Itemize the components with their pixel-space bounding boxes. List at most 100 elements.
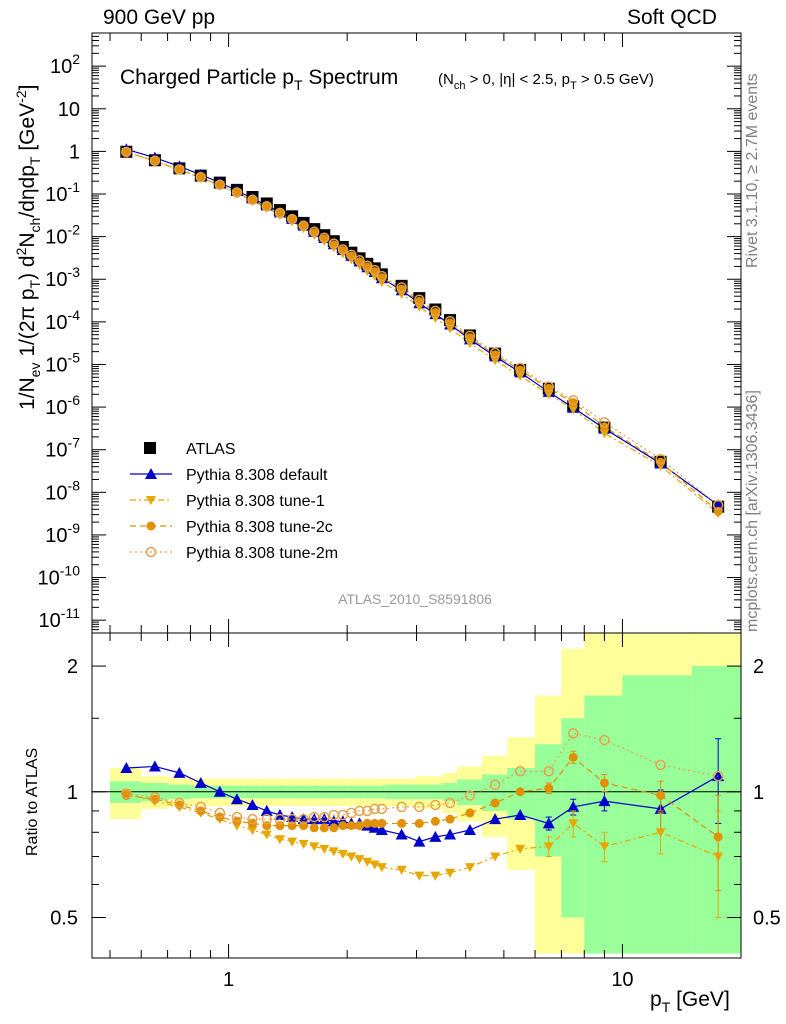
ratio-series-point [194, 776, 207, 788]
main-series-point [174, 164, 185, 175]
ratio-series-point [655, 828, 666, 838]
main-series-point [369, 264, 380, 276]
ratio-series-point [231, 811, 243, 823]
ratio-series-point [274, 835, 285, 845]
main-series-point [214, 179, 226, 191]
main-series-point [376, 270, 388, 282]
ratio-series-point [287, 837, 298, 847]
main-series-point [232, 188, 242, 198]
ratio-series-point [338, 821, 348, 831]
main-series-point [274, 207, 286, 219]
ratio-series-point [354, 805, 365, 817]
main-series-point [444, 315, 456, 327]
legend-label: Pythia 8.308 tune-1 [186, 493, 325, 510]
main-series-point [712, 499, 725, 511]
ratio-series-point [656, 790, 666, 800]
main-series-point [599, 417, 610, 428]
ratio-series-point [261, 813, 273, 825]
ratio-series-point [329, 823, 339, 833]
chart-title: Charged Particle pT Spectrum [120, 66, 398, 93]
main-series-point [174, 165, 184, 175]
ratio-series-point [369, 860, 380, 870]
y-tick-label: 10-10 [38, 563, 81, 590]
ratio-series-point [247, 826, 258, 836]
ratio-series-point [319, 811, 330, 823]
ratio-series-point [430, 871, 441, 881]
main-series-point [346, 249, 357, 261]
main-series-point [568, 405, 579, 415]
chart-cuts: (Nch > 0, |η| < 2.5, pT > 0.5 GeV) [438, 71, 654, 92]
y-tick-label: 10-3 [45, 264, 80, 291]
band-green [535, 744, 562, 857]
header-right: Soft QCD [627, 6, 717, 29]
ratio-series-point [355, 821, 365, 831]
legend-marker [146, 496, 156, 505]
main-series-point [231, 187, 243, 198]
main-series-point [215, 180, 225, 190]
y-tick-label: 102 [50, 51, 80, 78]
main-series-point [196, 173, 206, 183]
main-series-point [396, 282, 407, 293]
ratio-series-point [429, 830, 442, 842]
analysis-id: ATLAS_2010_S8591806 [338, 591, 492, 607]
main-series-point [656, 457, 666, 467]
ratio-series-point [298, 813, 309, 825]
main-series-point [121, 147, 131, 157]
ratio-tick-label-right: 1 [753, 782, 764, 804]
legend-label: Pythia 8.308 tune-2m [186, 545, 338, 562]
ratio-series-point [362, 805, 373, 817]
legend-label: ATLAS [186, 441, 236, 458]
x-tick-label: 10 [611, 969, 633, 991]
ratio-series-point [337, 849, 348, 859]
ratio-series-point [213, 785, 226, 797]
main-series-point [655, 453, 666, 465]
band-green [584, 695, 623, 954]
ratio-series-point [465, 808, 475, 818]
main-series-point [354, 255, 365, 266]
main-series-point [414, 294, 425, 305]
main-series-point [712, 499, 724, 511]
y-tick-label: 1 [69, 141, 80, 163]
legend-label: Pythia 8.308 tune-2c [186, 519, 333, 536]
ratio-series-point [542, 817, 555, 829]
legend-marker [145, 546, 157, 558]
ratio-series-point [430, 799, 441, 811]
ratio-series-point [489, 813, 502, 825]
ratio-series-point [544, 783, 554, 793]
main-series-point [121, 146, 132, 158]
main-series-point [247, 195, 257, 205]
band-green [691, 666, 741, 954]
ratio-series-point [464, 790, 476, 801]
ratio-series-point [713, 832, 723, 842]
main-series-point [247, 194, 258, 206]
ratio-series-point [445, 868, 456, 878]
ratio-series-point [568, 752, 578, 762]
svg-text:1/Nev 1/(2π pT) d2Nch/dηdpT: 1/Nev 1/(2π pT) d2Nch/dηdpT [GeV-2] [13, 85, 43, 410]
main-series-line [126, 151, 719, 514]
ratio-series-point [490, 852, 501, 862]
ratio-series-point [260, 804, 273, 816]
ratio-series-point [396, 865, 407, 875]
ratio-series-point [543, 842, 554, 852]
ratio-series-point [346, 821, 356, 831]
ratio-series-point [375, 824, 388, 836]
main-series-point [464, 339, 475, 349]
y-tick-label: 10-2 [45, 222, 80, 249]
y-tick-label: 10-1 [45, 179, 80, 206]
ratio-series-point [121, 788, 132, 799]
ratio-series-point [490, 798, 500, 808]
ratio-series-point [445, 814, 455, 824]
ratio-series-point [397, 818, 407, 828]
ratio-series-point [274, 813, 286, 825]
ratio-series-point [309, 823, 319, 833]
y-tick-label: 10-6 [45, 392, 80, 419]
ratio-series-point [568, 819, 579, 829]
ratio-series-point [230, 793, 243, 805]
ratio-series-point [515, 844, 526, 854]
ratio-series-point [173, 766, 186, 778]
main-series-point [149, 155, 161, 167]
ratio-series-point [362, 857, 373, 867]
ratio-series-point [655, 759, 666, 771]
ratio-series-point [346, 852, 357, 862]
ratio-series-point [246, 798, 259, 810]
